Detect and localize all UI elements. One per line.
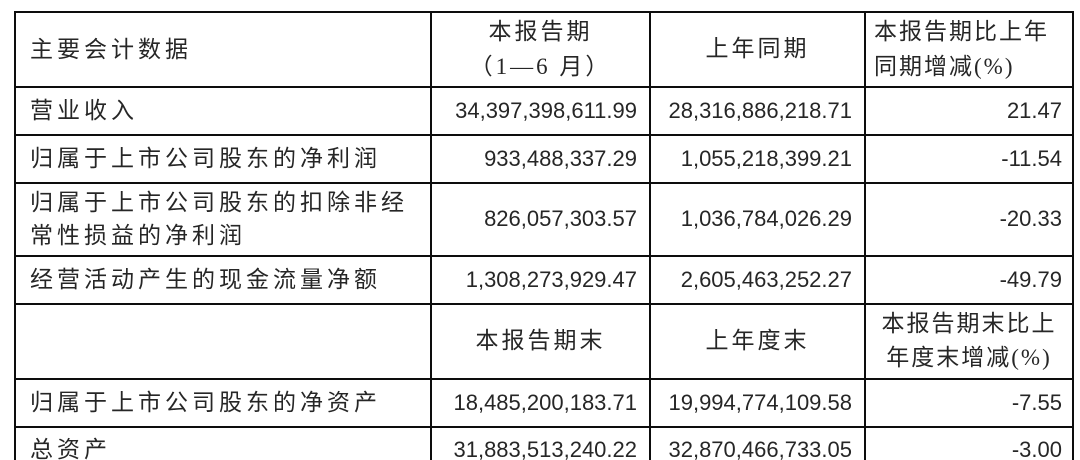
col-header-blank bbox=[14, 302, 432, 380]
table-row-net-assets: 归属于上市公司股东的净资产 18,485,200,183.71 19,994,7… bbox=[14, 377, 1074, 428]
row-label-total-assets: 总资产 bbox=[14, 425, 432, 460]
col-header-current-period-end: 本报告期末 bbox=[430, 302, 651, 380]
row-label-net-assets: 归属于上市公司股东的净资产 bbox=[14, 377, 432, 428]
col-header-current-period-line2: （1—6 月） bbox=[469, 53, 612, 79]
col-header-period-change-line2: 同期增减(%) bbox=[874, 53, 1015, 79]
row-label-net-profit-excl-nonrecurring: 归属于上市公司股东的扣除非经常性损益的净利润 bbox=[14, 182, 432, 257]
table-row-header-period-end: 本报告期末 上年度末 本报告期末比上 年度末增减(%) bbox=[14, 302, 1074, 380]
net-profit-excl-change-value: -20.33 bbox=[864, 182, 1074, 257]
table-row-total-assets: 总资产 31,883,513,240.22 32,870,466,733.05 … bbox=[14, 425, 1074, 460]
col-header-current-period-line1: 本报告期 bbox=[488, 19, 593, 44]
col-header-prior-period: 上年同期 bbox=[649, 11, 866, 88]
cash-flow-prior-value: 2,605,463,252.27 bbox=[649, 254, 866, 305]
revenue-prior-value: 28,316,886,218.71 bbox=[649, 86, 866, 136]
key-accounting-data-table: 主要会计数据 本报告期 （1—6 月） 上年同期 本报告期比上年 同期增减(%)… bbox=[14, 11, 1074, 460]
net-profit-excl-current-value: 826,057,303.57 bbox=[430, 182, 651, 257]
col-header-period-change-line1: 本报告期比上年 bbox=[874, 19, 1049, 44]
table-row-operating-cash-flow: 经营活动产生的现金流量净额 1,308,273,929.47 2,605,463… bbox=[14, 254, 1074, 305]
net-profit-prior-value: 1,055,218,399.21 bbox=[649, 134, 866, 184]
net-profit-current-value: 933,488,337.29 bbox=[430, 134, 651, 184]
total-assets-prior-value: 32,870,466,733.05 bbox=[649, 425, 866, 460]
row-label-operating-cash-flow: 经营活动产生的现金流量净额 bbox=[14, 254, 432, 305]
col-header-period-end-change: 本报告期末比上 年度末增减(%) bbox=[864, 302, 1074, 380]
col-header-period-end-change-line1: 本报告期末比上 bbox=[881, 310, 1057, 336]
table-row-net-profit-excl-nonrecurring: 归属于上市公司股东的扣除非经常性损益的净利润 826,057,303.57 1,… bbox=[14, 182, 1074, 257]
table-row-revenue: 营业收入 34,397,398,611.99 28,316,886,218.71… bbox=[14, 86, 1074, 136]
revenue-current-value: 34,397,398,611.99 bbox=[430, 86, 651, 136]
net-assets-change-value: -7.55 bbox=[864, 377, 1074, 428]
col-header-prior-year-end: 上年度末 bbox=[649, 302, 866, 380]
cash-flow-change-value: -49.79 bbox=[864, 254, 1074, 305]
col-header-current-period: 本报告期 （1—6 月） bbox=[430, 11, 651, 88]
col-header-main-metrics: 主要会计数据 bbox=[14, 11, 432, 88]
cash-flow-current-value: 1,308,273,929.47 bbox=[430, 254, 651, 305]
revenue-change-value: 21.47 bbox=[864, 86, 1074, 136]
col-header-period-end-change-line2: 年度末增减(%) bbox=[886, 345, 1052, 371]
table-row-net-profit: 归属于上市公司股东的净利润 933,488,337.29 1,055,218,3… bbox=[14, 134, 1074, 184]
net-profit-change-value: -11.54 bbox=[864, 134, 1074, 184]
col-header-period-change: 本报告期比上年 同期增减(%) bbox=[864, 11, 1074, 88]
table-row-header-period: 主要会计数据 本报告期 （1—6 月） 上年同期 本报告期比上年 同期增减(%) bbox=[14, 11, 1074, 88]
row-label-revenue: 营业收入 bbox=[14, 86, 432, 136]
net-profit-excl-prior-value: 1,036,784,026.29 bbox=[649, 182, 866, 257]
row-label-net-profit: 归属于上市公司股东的净利润 bbox=[14, 134, 432, 184]
net-assets-current-value: 18,485,200,183.71 bbox=[430, 377, 651, 428]
total-assets-change-value: -3.00 bbox=[864, 425, 1074, 460]
total-assets-current-value: 31,883,513,240.22 bbox=[430, 425, 651, 460]
net-assets-prior-value: 19,994,774,109.58 bbox=[649, 377, 866, 428]
